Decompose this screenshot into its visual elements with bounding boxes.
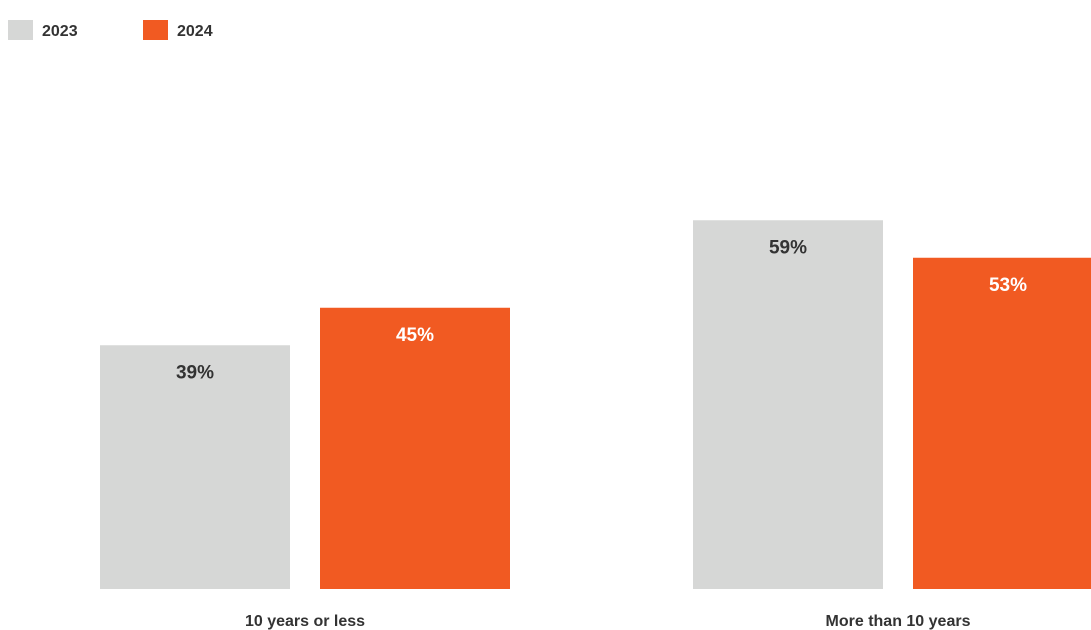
category-labels-group: 10 years or less More than 10 years <box>245 613 971 630</box>
bars-group <box>100 220 1091 589</box>
bar-2024-more-than-10-years <box>913 257 1091 589</box>
bar-2023-10-years-or-less <box>100 345 290 589</box>
bar-2023-more-than-10-years <box>693 220 883 589</box>
legend-swatch-2024 <box>143 20 168 40</box>
legend-label-2023: 2023 <box>42 23 78 40</box>
category-label-more-than-10-years: More than 10 years <box>826 613 971 630</box>
data-label-2024-10-years-or-less: 45% <box>396 325 434 346</box>
category-label-10-years-or-less: 10 years or less <box>245 613 365 630</box>
bar-2024-10-years-or-less <box>320 307 510 589</box>
data-labels-group: 39% 45% 59% 53% <box>176 237 1027 383</box>
legend: 2023 2024 <box>8 20 213 40</box>
data-label-2023-10-years-or-less: 39% <box>176 362 214 383</box>
legend-label-2024: 2024 <box>177 23 213 40</box>
legend-swatch-2023 <box>8 20 33 40</box>
data-label-2024-more-than-10-years: 53% <box>989 275 1027 296</box>
data-label-2023-more-than-10-years: 59% <box>769 237 807 258</box>
